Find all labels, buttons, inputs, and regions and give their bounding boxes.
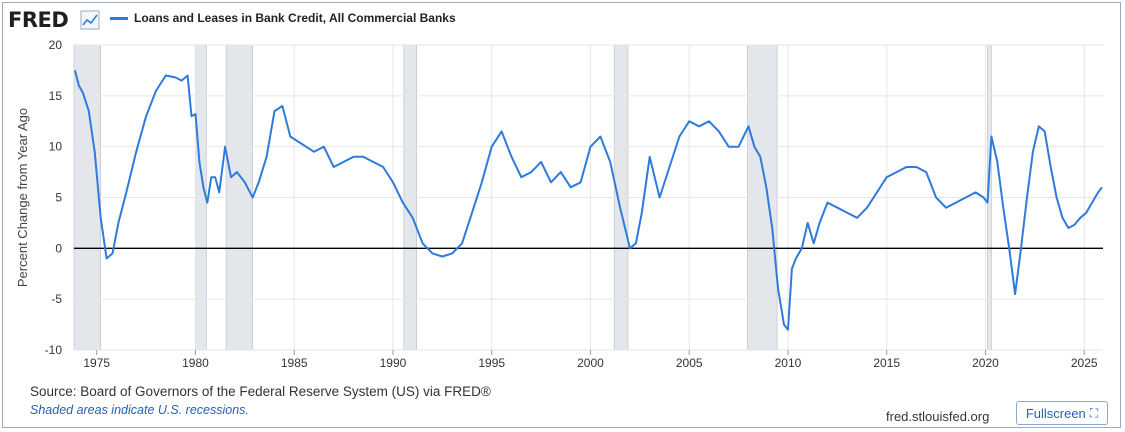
legend-swatch	[110, 16, 128, 20]
y-tick-label-15: 15	[49, 89, 63, 103]
recession-note: Shaded areas indicate U.S. recessions.	[30, 403, 249, 417]
source-text: Source: Board of Governors of the Federa…	[30, 384, 491, 399]
x-tick-label-1975: 1975	[83, 356, 110, 370]
x-tick-label-2005: 2005	[676, 356, 703, 370]
x-tick-label-2020: 2020	[972, 356, 999, 370]
site-link[interactable]: fred.stlouisfed.org	[886, 409, 990, 424]
x-tick-label-2015: 2015	[873, 356, 900, 370]
y-tick-label-10: 10	[49, 140, 63, 154]
chart-legend[interactable]: Loans and Leases in Bank Credit, All Com…	[110, 11, 456, 25]
x-tick-label-1995: 1995	[478, 356, 505, 370]
series-line-0	[74, 70, 1103, 331]
y-tick-label-0: 0	[55, 241, 62, 255]
y-tick-label--10: -10	[45, 343, 63, 357]
line-chart-icon	[80, 10, 100, 30]
fullscreen-button[interactable]: Fullscreen ⛶	[1016, 401, 1108, 425]
expand-icon: ⛶	[1089, 405, 1099, 420]
fred-logo[interactable]: FRED	[8, 8, 69, 32]
y-tick-label--5: -5	[51, 292, 62, 306]
x-tick-label-1990: 1990	[380, 356, 407, 370]
legend-label: Loans and Leases in Bank Credit, All Com…	[134, 11, 456, 25]
x-tick-label-2010: 2010	[775, 356, 802, 370]
x-tick-label-1985: 1985	[281, 356, 308, 370]
fullscreen-label: Fullscreen	[1025, 405, 1086, 421]
x-tick-label-2000: 2000	[577, 356, 604, 370]
x-tick-label-1980: 1980	[182, 356, 209, 370]
y-axis-label: Percent Change from Year Ago	[15, 108, 30, 287]
y-tick-label-5: 5	[55, 191, 62, 205]
x-tick-label-2025: 2025	[1071, 356, 1098, 370]
y-tick-label-20: 20	[49, 38, 63, 52]
